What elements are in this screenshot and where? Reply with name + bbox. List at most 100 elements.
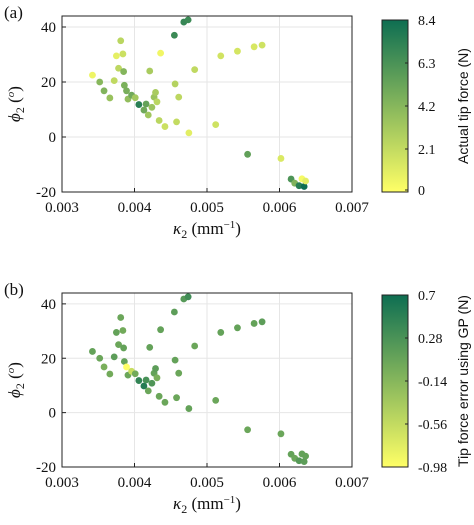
x-tick-label: 0.004 bbox=[118, 200, 152, 216]
y-tick-label: -20 bbox=[36, 460, 56, 476]
data-point bbox=[161, 398, 169, 406]
data-point bbox=[119, 50, 127, 58]
colorbar-tick-label: 8.4 bbox=[418, 14, 436, 29]
data-point bbox=[123, 87, 130, 95]
data-point bbox=[142, 100, 150, 108]
data-point bbox=[120, 344, 128, 352]
data-point bbox=[144, 387, 152, 395]
data-point bbox=[191, 342, 199, 350]
data-point bbox=[120, 68, 128, 75]
data-point bbox=[161, 123, 169, 130]
x-tick-label: 0.007 bbox=[335, 200, 369, 216]
data-point bbox=[89, 71, 96, 79]
data-point bbox=[89, 348, 96, 355]
data-point bbox=[123, 363, 130, 371]
data-point bbox=[148, 103, 156, 111]
colorbar-tick-label: 0 bbox=[418, 184, 425, 199]
data-point bbox=[100, 87, 108, 95]
chart-panel-a: (a) 0.003 0.004 0.005 0.006 0.007 -20 0 20 40 κ2 (… bbox=[4, 3, 471, 241]
x-axis-label: κ2 (mm−1) bbox=[173, 219, 241, 241]
x-tick-label: 0.005 bbox=[190, 475, 224, 491]
data-point bbox=[153, 374, 161, 382]
data-point bbox=[152, 89, 159, 96]
y-tick-label: -20 bbox=[36, 185, 56, 201]
data-point bbox=[173, 394, 180, 402]
y-tick-label: 40 bbox=[41, 20, 56, 36]
data-point bbox=[170, 31, 178, 39]
data-point bbox=[152, 365, 159, 372]
data-point bbox=[157, 326, 165, 334]
y-axis-label: ϕ2 (o) bbox=[5, 86, 27, 122]
data-point bbox=[120, 81, 128, 89]
data-point bbox=[117, 314, 125, 321]
y-tick-label: 0 bbox=[49, 130, 57, 146]
data-point bbox=[140, 382, 148, 390]
colorbar-tick-label: 0.28 bbox=[418, 332, 443, 347]
data-point bbox=[106, 370, 114, 378]
data-point bbox=[185, 129, 193, 137]
x-tick-label: 0.005 bbox=[190, 200, 224, 216]
data-point bbox=[175, 93, 183, 101]
data-point bbox=[277, 430, 285, 438]
data-point bbox=[110, 353, 118, 361]
colorbar-tick-label: -0.14 bbox=[418, 375, 447, 390]
data-point bbox=[212, 396, 220, 404]
y-axis-label: ϕ2 (o) bbox=[5, 362, 27, 398]
data-point bbox=[96, 78, 104, 86]
colorbar-tick-label: 2.1 bbox=[418, 143, 436, 158]
data-point bbox=[106, 94, 114, 102]
data-point bbox=[250, 320, 258, 327]
data-point bbox=[258, 41, 266, 49]
colorbar-tick-label: 6.3 bbox=[418, 57, 436, 72]
data-point bbox=[140, 106, 148, 114]
data-point bbox=[120, 358, 128, 365]
x-tick-label: 0.007 bbox=[335, 475, 369, 491]
data-point bbox=[212, 121, 220, 129]
colorbar-tick-label: 0.7 bbox=[418, 289, 436, 304]
y-tick-label: 40 bbox=[41, 297, 56, 313]
colorbar bbox=[381, 19, 409, 193]
data-point bbox=[258, 318, 266, 326]
colorbar bbox=[381, 294, 409, 468]
x-axis-label: κ2 (mm−1) bbox=[173, 494, 241, 516]
data-point bbox=[302, 452, 309, 460]
data-point bbox=[184, 293, 192, 301]
data-point bbox=[244, 150, 252, 158]
panel-label: (a) bbox=[4, 3, 23, 22]
data-point bbox=[119, 327, 127, 334]
data-point bbox=[250, 43, 258, 51]
x-tick-label: 0.003 bbox=[45, 475, 79, 491]
y-tick-label: 20 bbox=[41, 351, 56, 367]
data-point bbox=[234, 47, 241, 55]
x-tick-label: 0.004 bbox=[118, 475, 152, 491]
data-point bbox=[100, 363, 108, 371]
axes-frame bbox=[61, 292, 353, 468]
data-point bbox=[277, 155, 285, 162]
data-point bbox=[146, 343, 154, 351]
data-point bbox=[170, 308, 178, 316]
data-point bbox=[302, 177, 309, 185]
data-point bbox=[135, 377, 143, 384]
axes-frame bbox=[61, 15, 353, 193]
data-point bbox=[295, 457, 303, 465]
data-point bbox=[115, 341, 122, 349]
data-point bbox=[234, 324, 241, 332]
x-tick-label: 0.006 bbox=[263, 475, 297, 491]
data-point bbox=[184, 16, 192, 24]
colorbar-tick-label: -0.56 bbox=[418, 418, 447, 433]
data-point bbox=[185, 405, 193, 412]
chart-panel-b: (b) 0.003 0.004 0.005 0.006 0.007 -20 0 20 40 κ2 (… bbox=[4, 280, 471, 516]
x-tick-label: 0.003 bbox=[45, 200, 79, 216]
colorbar-tick-label: 4.2 bbox=[418, 100, 436, 115]
data-point bbox=[157, 49, 165, 57]
data-point bbox=[173, 118, 180, 126]
y-tick-label: 20 bbox=[41, 75, 56, 91]
data-point bbox=[142, 376, 150, 384]
data-point bbox=[144, 111, 152, 119]
data-point bbox=[295, 182, 303, 190]
data-point bbox=[244, 426, 252, 434]
data-point bbox=[131, 94, 139, 102]
data-point bbox=[110, 77, 118, 85]
data-point bbox=[155, 117, 163, 124]
